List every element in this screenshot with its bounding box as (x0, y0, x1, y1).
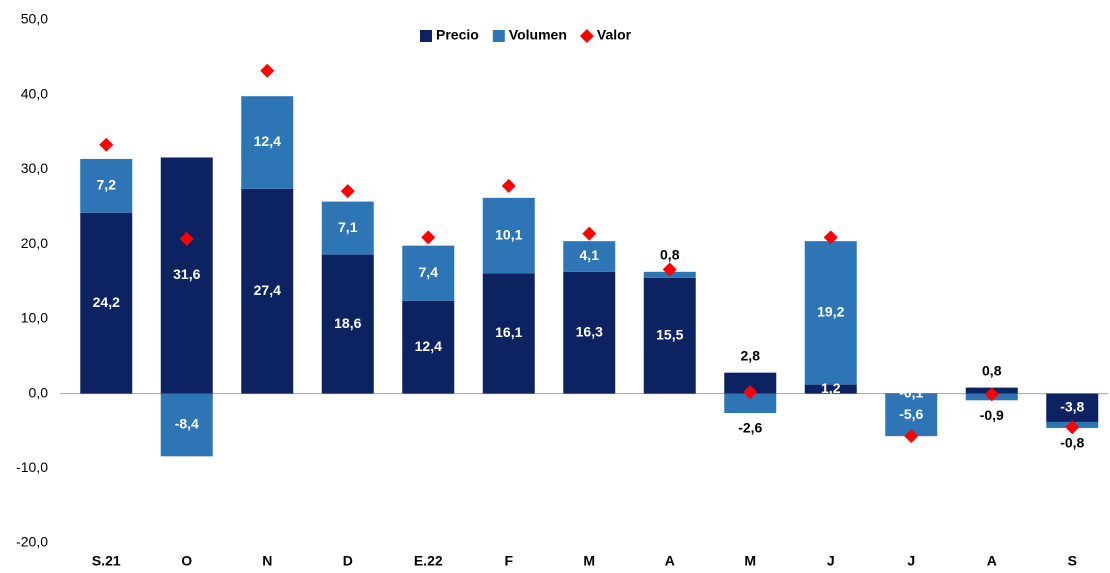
marker (260, 63, 275, 78)
data-label: 7,1 (338, 219, 358, 235)
marker (501, 178, 516, 193)
data-label: 2,8 (741, 347, 761, 363)
data-label: -2,6 (738, 420, 762, 436)
y-tick-label: -20,0 (16, 534, 48, 550)
bar (321, 254, 374, 394)
bar (885, 393, 938, 395)
y-tick-label: 0,0 (29, 384, 49, 400)
data-label: -0,1 (899, 385, 923, 401)
marker (582, 226, 597, 241)
x-tick-label: J (827, 553, 835, 569)
data-label: 12,4 (415, 338, 442, 354)
data-label: 0,8 (660, 246, 680, 262)
x-tick-label: O (181, 553, 192, 569)
bar (643, 277, 696, 394)
data-label: 15,5 (656, 326, 683, 342)
bar (804, 384, 857, 394)
marker (823, 230, 838, 245)
data-label: 16,1 (495, 324, 522, 340)
data-label: 31,6 (173, 266, 200, 282)
marker (421, 230, 436, 245)
legend-swatch (492, 30, 505, 42)
data-label: 10,1 (495, 226, 522, 242)
data-label: 1,2 (821, 380, 841, 396)
bar (482, 273, 535, 394)
data-label: 7,2 (97, 177, 117, 193)
bar (804, 241, 857, 385)
bar (402, 300, 455, 394)
x-tick-label: N (262, 553, 272, 569)
y-tick-label: 40,0 (21, 85, 48, 101)
x-tick-label: M (744, 553, 756, 569)
bar (241, 188, 294, 394)
y-tick-label: 30,0 (21, 160, 48, 176)
bar (80, 212, 133, 394)
data-label: 12,4 (254, 133, 281, 149)
data-label: 24,2 (93, 294, 120, 310)
x-tick-label: S.21 (92, 553, 121, 569)
y-tick-label: -10,0 (16, 459, 48, 475)
legend-label: Valor (597, 27, 632, 43)
legend-swatch (420, 30, 432, 42)
data-label: 27,4 (254, 282, 281, 298)
bar (160, 393, 213, 457)
data-label: 4,1 (580, 247, 600, 263)
data-label: -8,4 (175, 416, 199, 432)
marker (1065, 420, 1080, 435)
y-tick-label: 20,0 (21, 235, 48, 251)
bar (1046, 393, 1099, 422)
marker (743, 385, 758, 400)
bar (724, 372, 777, 394)
x-tick-label: M (583, 553, 595, 569)
x-tick-label: A (987, 553, 997, 569)
data-label: 19,2 (817, 304, 844, 320)
x-tick-label: A (665, 553, 675, 569)
x-tick-label: D (343, 553, 353, 569)
data-label: 0,8 (982, 362, 1002, 378)
bar (80, 158, 133, 213)
data-label: 18,6 (334, 315, 361, 331)
x-tick-label: J (907, 553, 915, 569)
legend-label: Precio (436, 27, 479, 43)
y-tick-label: 10,0 (21, 310, 48, 326)
bar (160, 157, 213, 394)
legend-swatch (579, 29, 594, 43)
data-label: -0,8 (1060, 435, 1084, 451)
bar (563, 271, 616, 394)
marker (904, 429, 919, 444)
data-label: 16,3 (576, 323, 603, 339)
data-label: 7,4 (419, 264, 439, 280)
bar (241, 96, 294, 189)
x-tick-label: S (1068, 553, 1077, 569)
data-label: -0,9 (980, 407, 1004, 423)
marker (662, 262, 677, 277)
data-label: -3,8 (1060, 398, 1084, 414)
marker (984, 387, 999, 402)
bar (321, 201, 374, 255)
marker (99, 137, 114, 152)
legend-label: Volumen (509, 27, 567, 43)
x-tick-label: E.22 (414, 553, 443, 569)
bar (563, 241, 616, 272)
y-tick-label: 50,0 (21, 11, 48, 27)
marker (340, 184, 355, 199)
x-tick-label: F (504, 553, 513, 569)
bar (402, 245, 455, 301)
marker (179, 231, 194, 246)
bar (482, 197, 535, 274)
bar (724, 393, 777, 413)
data-label: -5,6 (899, 406, 923, 422)
